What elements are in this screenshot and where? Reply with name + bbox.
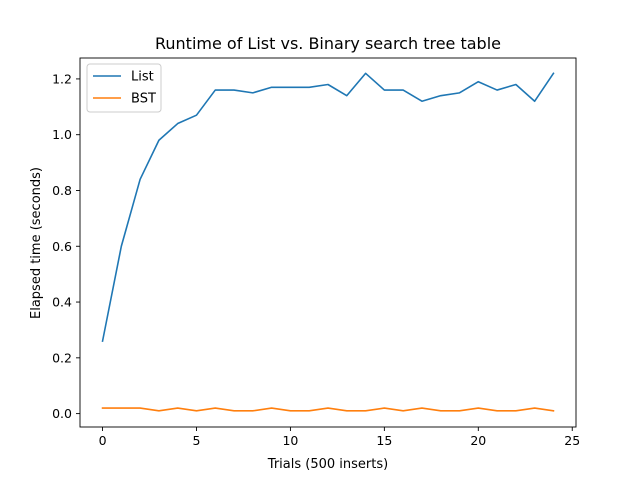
series-layer	[101, 72, 555, 412]
y-tick-label: 1.0	[52, 127, 72, 142]
x-tick-label: 20	[470, 433, 486, 448]
x-tick-label: 10	[282, 433, 298, 448]
plot-frame	[79, 57, 577, 428]
x-tick-label: 15	[376, 433, 392, 448]
legend: List BST	[86, 63, 162, 113]
x-axis-label: Trials (500 inserts)	[267, 457, 388, 472]
chart-title: Runtime of List vs. Binary search tree t…	[155, 34, 501, 53]
y-tick-label: 0.0	[52, 406, 72, 421]
legend-label-list: List	[131, 70, 154, 85]
x-tick-label: 0	[99, 433, 107, 448]
y-axis-label: Elapsed time (seconds)	[29, 167, 44, 319]
series-line-list	[101, 72, 555, 343]
y-tick-label: 1.2	[52, 71, 72, 86]
x-tick-label: 25	[564, 433, 580, 448]
y-tick-label: 0.8	[52, 183, 72, 198]
axes-layer: 0 5 10 15 20 25 0.0 0.2 0.4 0.6 0.8 1.0 1.2	[52, 57, 580, 448]
y-tick-label: 0.4	[52, 295, 72, 310]
y-tick-label: 0.6	[52, 239, 72, 254]
x-tick-label: 5	[193, 433, 201, 448]
series-line-bst	[101, 407, 555, 412]
legend-label-bst: BST	[131, 92, 156, 107]
y-tick-label: 0.2	[52, 350, 72, 365]
